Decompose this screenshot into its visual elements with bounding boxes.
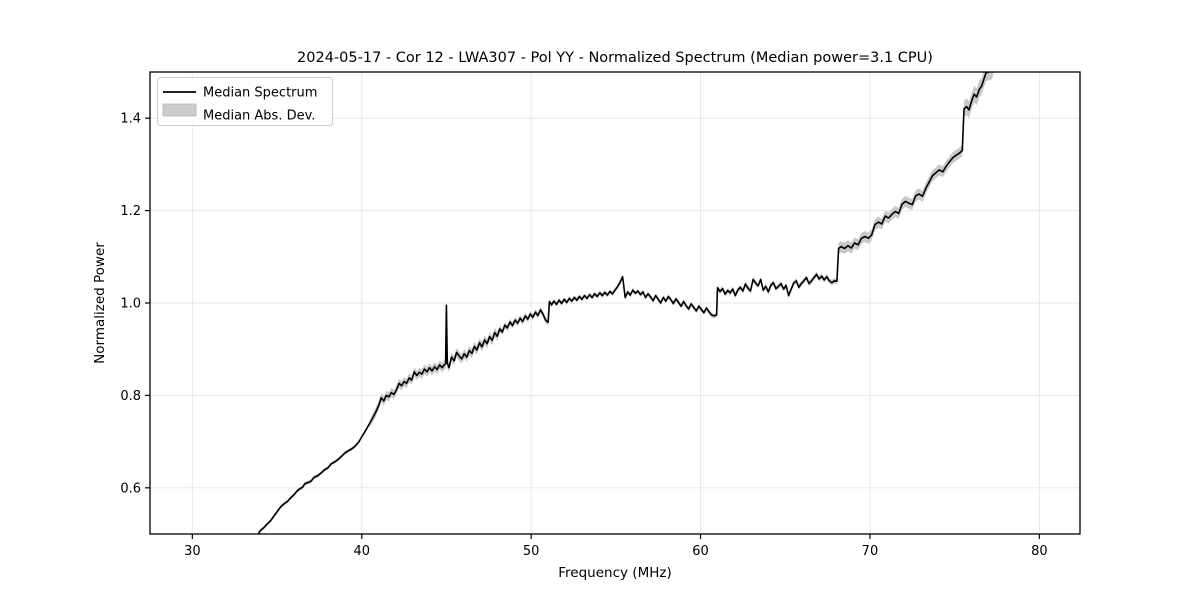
tick-labels: 30 40 50 60 70 80 0.6 0.8 1.0 1.2 1.4 <box>120 112 1047 559</box>
chart-title: 2024-05-17 - Cor 12 - LWA307 - Pol YY - … <box>297 50 933 66</box>
y-tick-label: 1.4 <box>120 112 141 127</box>
x-tick-label: 70 <box>862 544 879 559</box>
y-axis-label: Normalized Power <box>92 242 108 364</box>
legend-patch-sample <box>162 103 197 117</box>
y-tick-label: 1.0 <box>120 297 141 312</box>
legend-label-median-abs-dev: Median Abs. Dev. <box>203 109 315 124</box>
y-tick-label: 1.2 <box>120 204 141 219</box>
x-axis-label: Frequency (MHz) <box>558 565 671 581</box>
grid-lines <box>150 72 1080 534</box>
y-tick-label: 0.6 <box>120 481 141 496</box>
x-tick-label: 30 <box>184 544 201 559</box>
x-tick-label: 60 <box>692 544 709 559</box>
axes-spines <box>149 71 1081 535</box>
axis-ticks <box>145 117 1040 539</box>
legend-frame <box>157 77 333 126</box>
legend: Median Spectrum Median Abs. Dev. <box>157 77 333 126</box>
legend-label-median-spectrum: Median Spectrum <box>203 86 317 101</box>
y-tick-label: 0.8 <box>120 389 141 404</box>
x-tick-label: 80 <box>1031 544 1048 559</box>
median-spectrum-line <box>257 72 992 534</box>
x-tick-label: 40 <box>353 544 370 559</box>
x-tick-label: 50 <box>523 544 540 559</box>
median-spectrum-polyline <box>257 72 992 534</box>
